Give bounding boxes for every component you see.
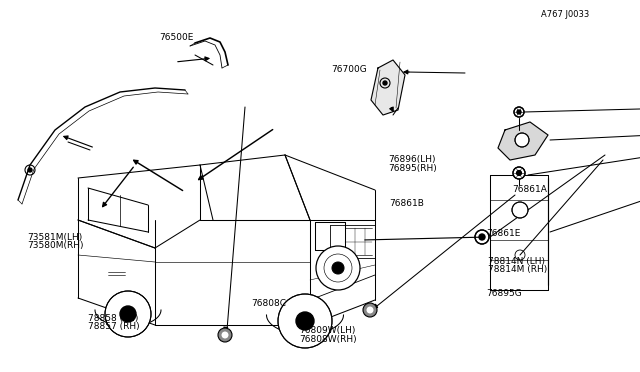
Circle shape — [363, 303, 377, 317]
Circle shape — [516, 171, 522, 176]
Text: 78814N (LH): 78814N (LH) — [488, 257, 545, 266]
Text: 76895G: 76895G — [486, 289, 522, 298]
Polygon shape — [371, 60, 405, 115]
Text: 76809W(LH): 76809W(LH) — [300, 326, 356, 335]
Text: 73581M(LH): 73581M(LH) — [27, 233, 82, 242]
Circle shape — [332, 262, 344, 274]
Circle shape — [513, 167, 525, 179]
Text: 76808W(RH): 76808W(RH) — [300, 335, 357, 344]
Text: 76500E: 76500E — [159, 33, 193, 42]
Text: 76895(RH): 76895(RH) — [388, 164, 436, 173]
Circle shape — [278, 294, 332, 348]
Circle shape — [218, 328, 232, 342]
Circle shape — [120, 306, 136, 322]
Text: A767 J0033: A767 J0033 — [541, 10, 589, 19]
Text: 76861E: 76861E — [486, 229, 521, 238]
Circle shape — [517, 110, 521, 114]
Circle shape — [383, 81, 387, 85]
Text: 78858 (LH): 78858 (LH) — [88, 314, 139, 323]
Circle shape — [475, 230, 489, 244]
Text: 76700G: 76700G — [332, 65, 367, 74]
Circle shape — [512, 202, 528, 218]
Circle shape — [28, 168, 32, 172]
Text: 76896(LH): 76896(LH) — [388, 155, 435, 164]
Circle shape — [316, 246, 360, 290]
Circle shape — [221, 331, 228, 339]
Text: 76808C: 76808C — [252, 299, 287, 308]
Circle shape — [105, 291, 151, 337]
Circle shape — [514, 107, 524, 117]
Circle shape — [515, 133, 529, 147]
Circle shape — [479, 234, 485, 240]
Text: 78857 (RH): 78857 (RH) — [88, 322, 140, 331]
Text: 76861A: 76861A — [512, 185, 547, 194]
Circle shape — [367, 307, 374, 314]
Text: 73580M(RH): 73580M(RH) — [27, 241, 83, 250]
Text: 76861B: 76861B — [389, 199, 424, 208]
Text: 78814M (RH): 78814M (RH) — [488, 265, 547, 274]
Circle shape — [296, 312, 314, 330]
Polygon shape — [498, 122, 548, 160]
